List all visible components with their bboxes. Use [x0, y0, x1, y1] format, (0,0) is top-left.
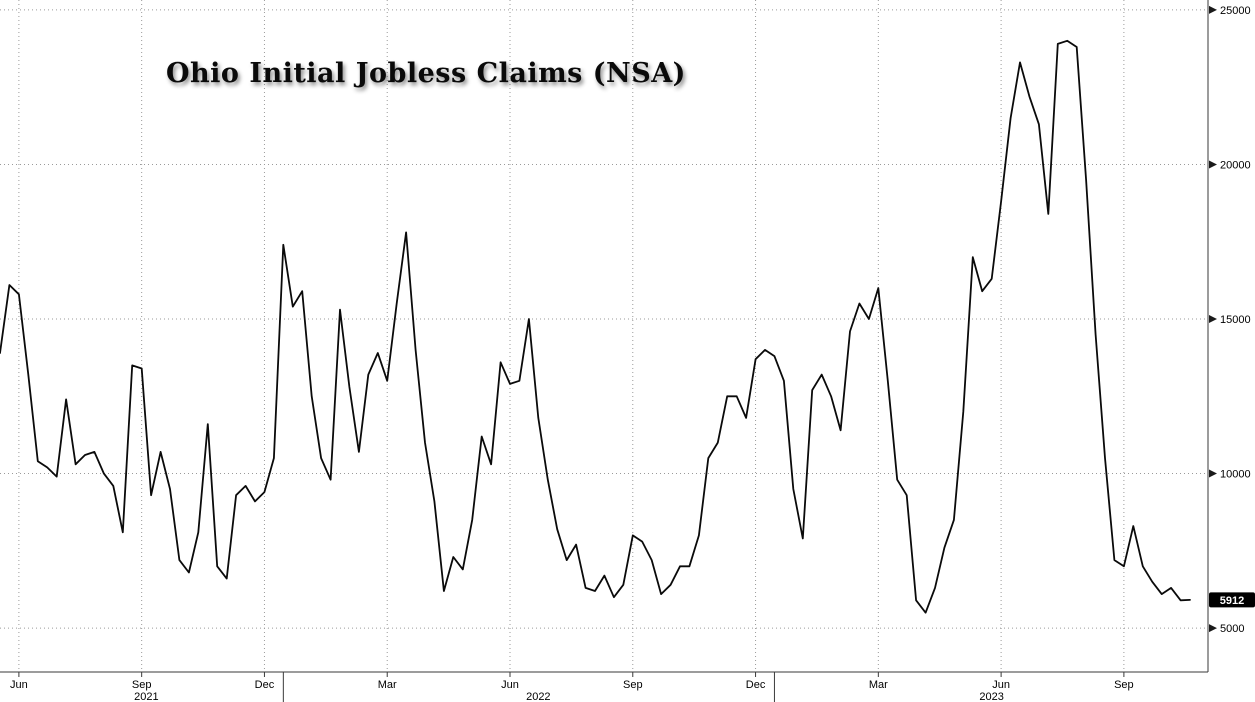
y-tick-label: 10000	[1220, 469, 1251, 481]
x-tick-label: Dec	[746, 679, 766, 691]
year-label: 2023	[979, 691, 1003, 702]
x-tick-label: Jun	[501, 679, 519, 691]
y-tick-label: 5000	[1220, 623, 1244, 635]
y-axis-labels: 5000 10000 15000 20000 25000	[1209, 5, 1251, 635]
series-line	[0, 39, 1191, 614]
y-tick-label: 25000	[1220, 5, 1251, 17]
year-labels: 2021 2022 2023	[134, 672, 1004, 702]
y-tick-label: 20000	[1220, 159, 1251, 171]
x-tick-label: Mar	[378, 679, 397, 691]
x-tick-label: Sep	[623, 679, 643, 691]
x-axis-labels: Jun Sep Dec Mar Jun Sep Dec Mar Jun Sep	[10, 672, 1134, 691]
x-tick-label: Mar	[869, 679, 888, 691]
axes	[0, 0, 1209, 673]
y-tick-arrow-icon	[1209, 314, 1217, 323]
x-tick-label: Dec	[255, 679, 275, 691]
last-value-badge: 5912	[1209, 592, 1255, 608]
gridlines	[0, 0, 1208, 672]
x-tick-label: Sep	[1114, 679, 1134, 691]
x-tick-label: Jun	[10, 679, 28, 691]
y-tick-arrow-icon	[1209, 5, 1217, 14]
year-label: 2022	[526, 691, 550, 702]
last-value-badge-bg	[1209, 592, 1255, 608]
x-tick-label: Sep	[132, 679, 152, 691]
year-label: 2021	[134, 691, 158, 702]
y-tick-arrow-icon	[1209, 469, 1217, 478]
y-tick-label: 15000	[1220, 314, 1251, 326]
y-tick-arrow-icon	[1209, 160, 1217, 169]
x-tick-label: Jun	[992, 679, 1010, 691]
y-tick-arrow-icon	[1209, 624, 1217, 633]
last-value-badge-text: 5912	[1220, 595, 1244, 607]
